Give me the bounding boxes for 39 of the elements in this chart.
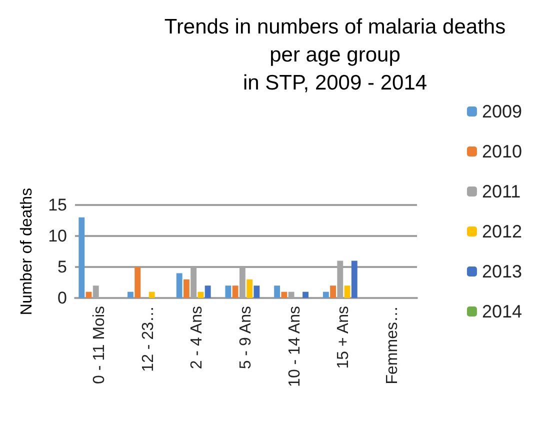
bar: [128, 292, 134, 298]
bar: [302, 292, 308, 298]
x-tick-label: 15 + Ans: [335, 306, 352, 369]
bar: [86, 292, 92, 298]
legend-label: 2010: [482, 142, 522, 162]
chart-title: Trends in numbers of malaria deaths per age group in STP, 2009 - 2014: [164, 16, 506, 94]
bar: [176, 273, 182, 298]
x-tick-label: Femmes…: [384, 306, 402, 384]
bar: [184, 279, 190, 298]
y-tick-label: 5: [58, 258, 67, 276]
x-tick-label: 2 - 4 Ans: [188, 306, 206, 370]
bar: [78, 217, 85, 298]
y-axis-title: Number of deaths: [18, 188, 36, 316]
x-tick-label: 0 - 11 Mois: [90, 306, 108, 384]
bar: [225, 286, 232, 298]
bar: [204, 286, 211, 298]
bar: [281, 292, 288, 298]
bar: [322, 292, 329, 298]
bar: [198, 292, 204, 298]
bar: [254, 286, 260, 298]
x-tick-label: 10 - 14 Ans: [286, 306, 304, 387]
bar: [274, 286, 280, 298]
legend-label: 2013: [482, 262, 522, 282]
y-tick-label: 10: [48, 226, 67, 246]
bar: [246, 279, 253, 298]
bar: [344, 286, 350, 298]
y-tick-label: 0: [58, 288, 67, 308]
legend-label: 2012: [482, 222, 522, 242]
x-tick-label: 5 - 9 Ans: [238, 306, 254, 370]
bar: [134, 267, 141, 298]
legend-label: 2014: [482, 302, 522, 322]
legend-label: 2011: [482, 182, 521, 202]
bar: [330, 286, 336, 298]
bar: [351, 260, 358, 298]
legend-label: 2009: [482, 102, 522, 122]
bar: [148, 292, 155, 298]
y-tick-label: 15: [48, 196, 67, 214]
x-tick-label: 12 - 23…: [140, 306, 157, 372]
bar: [232, 286, 238, 298]
